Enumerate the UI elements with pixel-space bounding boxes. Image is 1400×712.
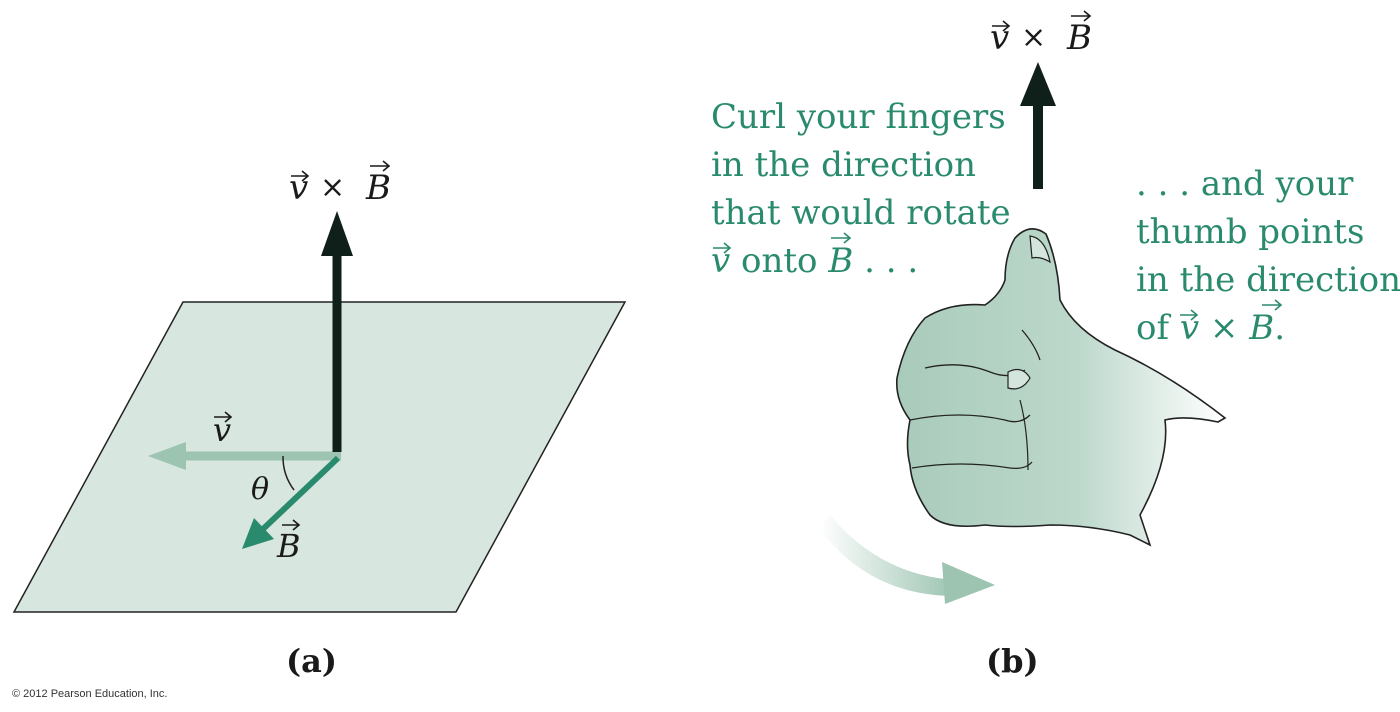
- vec-accent-v-label-a: [214, 411, 233, 423]
- b-label-a: B: [276, 527, 301, 565]
- vec-accent-curl-v: [713, 242, 732, 254]
- b-vector-head: [242, 518, 274, 549]
- thumb-line-4: of v × B.: [1136, 308, 1285, 348]
- caption-a: (a): [286, 642, 337, 680]
- vec-accent-b-label-a: [282, 519, 301, 531]
- b-vector-shaft: [259, 455, 341, 533]
- copyright-notice: © 2012 Pearson Education, Inc.: [12, 688, 168, 700]
- cross-label-a-times: ×: [320, 170, 345, 205]
- cross-label-b-times: ×: [1021, 20, 1046, 55]
- vec-accent-v-a: [291, 170, 310, 182]
- curl-line-4-mid: onto: [730, 241, 828, 281]
- cross-label-b-v: v: [990, 18, 1009, 58]
- curl-arrow-head: [942, 562, 995, 604]
- v-vector-head: [148, 442, 186, 470]
- hand-illustration: [895, 228, 1227, 547]
- cross-label-a: v × B: [289, 160, 391, 208]
- thumb-line-1: . . . and your: [1136, 164, 1354, 204]
- finger-fold-2: [909, 414, 1031, 423]
- curl-line-1: Curl your fingers: [711, 97, 1006, 137]
- vec-accent-b-b: [1071, 10, 1092, 22]
- curl-line-4-v: v: [711, 241, 730, 281]
- curl-line-2: in the direction: [711, 145, 976, 185]
- cross-label-b-b: B: [1066, 18, 1092, 58]
- curl-instruction: Curl your fingers in the direction that …: [711, 97, 1011, 281]
- thumb-crease: [1021, 329, 1041, 361]
- vec-accent-v-b: [992, 20, 1011, 32]
- theta-arc: [282, 455, 295, 491]
- curl-line-4: v onto B . . .: [711, 241, 918, 281]
- thumb-line-4-times: ×: [1199, 308, 1249, 348]
- thumb-line-4-b: B: [1248, 308, 1274, 348]
- thumb-line-2: thumb points: [1136, 212, 1364, 252]
- panel-a: v × B v θ B (a): [12, 160, 627, 680]
- curl-line-3: that would rotate: [711, 193, 1011, 233]
- cross-label-b: v × B: [990, 10, 1092, 58]
- knuckle-line: [1019, 399, 1029, 471]
- vec-accent-thumb-v: [1180, 309, 1199, 321]
- fingertip-nail: [1007, 368, 1031, 390]
- cross-label-a-b: B: [365, 168, 391, 208]
- panel-b: v × B Curl your fingers in the direction: [711, 10, 1400, 680]
- cross-label-a-v: v: [289, 168, 308, 208]
- theta-label: θ: [251, 472, 269, 507]
- thumb-line-4-end: .: [1274, 308, 1285, 348]
- thumb-line-4-of: of: [1136, 308, 1180, 348]
- finger-fold-3: [911, 461, 1033, 470]
- cross-vector-head: [321, 211, 353, 256]
- curl-line-4-end: . . .: [853, 241, 918, 281]
- vec-accent-b-a: [370, 160, 391, 172]
- thumb-instruction: . . . and your thumb points in the direc…: [1136, 164, 1400, 348]
- thumb-line-3: in the direction: [1136, 260, 1400, 300]
- hand-palm: [895, 228, 1227, 547]
- curl-arrow-body: [820, 515, 955, 596]
- vec-accent-curl-b: [831, 232, 852, 244]
- caption-b: (b): [986, 642, 1039, 680]
- curl-line-4-b: B: [827, 241, 853, 281]
- thumb-cross-head: [1020, 62, 1056, 106]
- thumb-nail: [1029, 235, 1051, 264]
- vec-accent-thumb-b: [1262, 299, 1283, 311]
